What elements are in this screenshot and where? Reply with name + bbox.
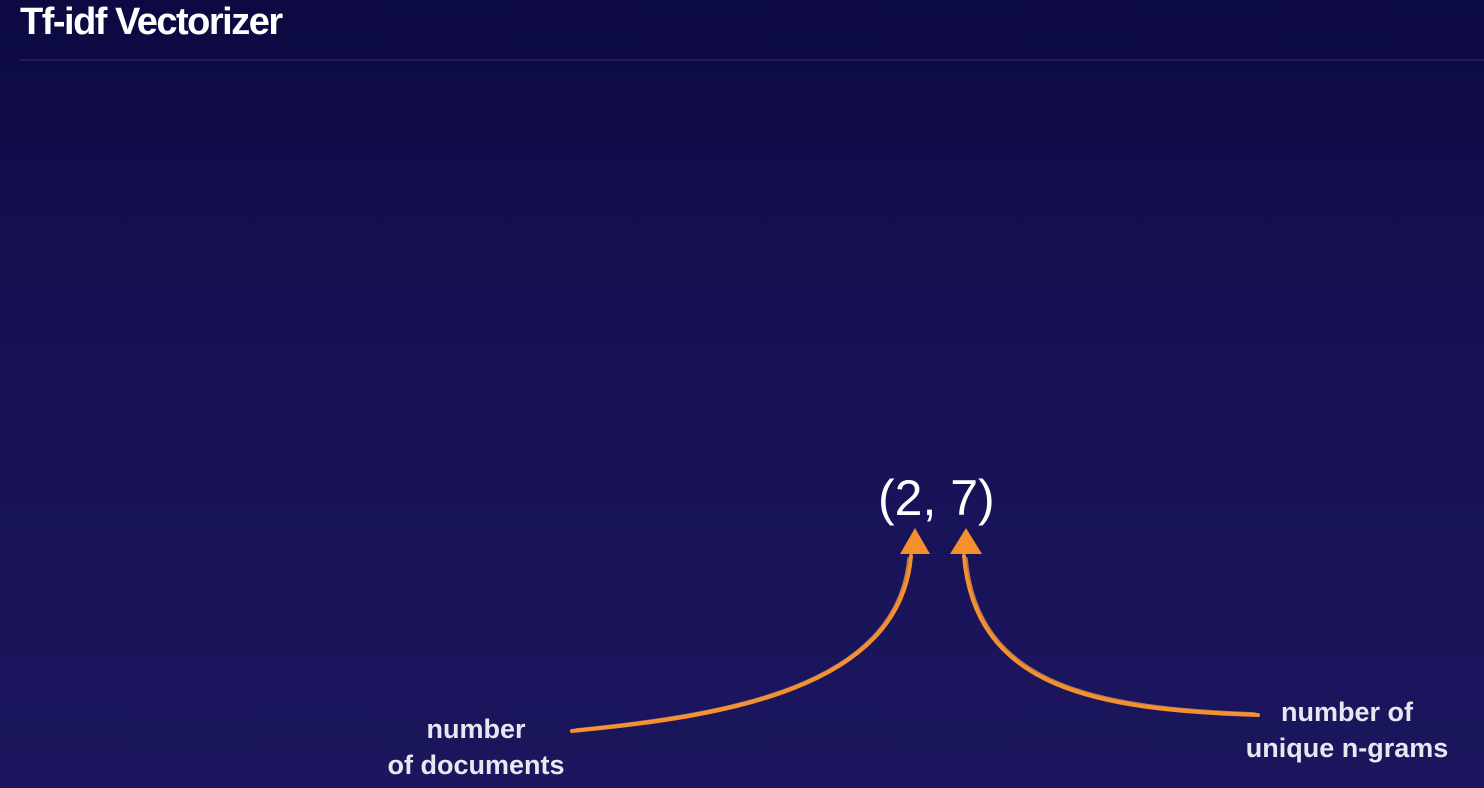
ngrams-arrow-shaft-rough [966, 557, 1256, 714]
ngrams-annotation-line1: number of [1281, 697, 1413, 727]
documents-annotation-line1: number [426, 714, 526, 744]
documents-arrow-shaft-rough [575, 557, 909, 730]
slide-title: Tf-idf Vectorizer [20, 1, 283, 43]
ngrams-arrow-shaft [962, 554, 1260, 717]
documents-annotation: number of documents [370, 711, 582, 783]
ngrams-arrowhead-icon [950, 528, 982, 554]
ngrams-annotation: number of unique n-grams [1230, 694, 1464, 766]
documents-arrow-shaft [570, 554, 913, 733]
ngrams-annotation-line2: unique n-grams [1245, 733, 1449, 763]
title-divider [20, 59, 1484, 61]
documents-annotation-line2: of documents [387, 750, 565, 780]
shape-tuple: (2, 7) [878, 470, 995, 526]
documents-arrowhead-icon [900, 528, 930, 554]
